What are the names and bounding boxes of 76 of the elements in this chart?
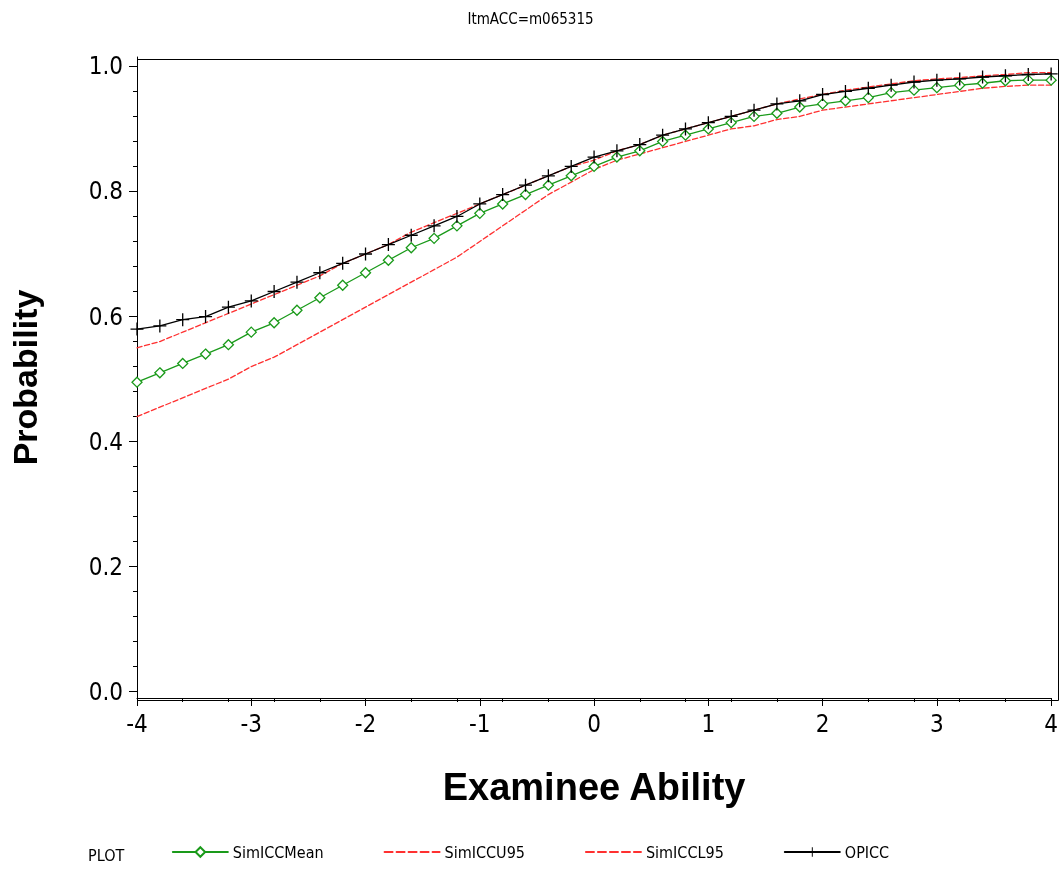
point — [884, 78, 898, 92]
point — [771, 107, 783, 119]
x-tick-label: -1 — [469, 710, 491, 738]
x-axis-title: Examinee Ability — [442, 766, 746, 808]
y-axis-title: Probability — [6, 289, 44, 466]
point — [610, 144, 624, 158]
point — [542, 179, 555, 191]
point — [290, 275, 304, 289]
legend-label: SimICCMean — [232, 842, 324, 862]
point — [382, 254, 395, 266]
x-tick-label: 0 — [587, 710, 601, 738]
x-tick-label: 3 — [930, 710, 944, 738]
point — [222, 339, 235, 351]
point — [497, 198, 509, 210]
point — [1044, 67, 1058, 81]
point — [428, 232, 440, 245]
point — [747, 103, 761, 117]
point — [450, 209, 464, 223]
point — [131, 376, 143, 388]
y-tick-label: 0.2 — [88, 552, 123, 581]
point — [976, 70, 990, 84]
point — [679, 129, 692, 141]
point — [337, 279, 349, 291]
point — [770, 97, 784, 111]
legend-title: PLOT — [88, 845, 125, 865]
x-tick-label: 2 — [815, 710, 830, 738]
point — [930, 73, 944, 87]
point — [451, 220, 463, 232]
chart-title: ItmACC=m065315 — [467, 9, 594, 28]
point — [267, 285, 281, 299]
x-tick-label: -3 — [240, 710, 263, 738]
x-tick-label: 4 — [1044, 710, 1058, 738]
point — [199, 348, 212, 360]
point — [130, 322, 144, 336]
point — [359, 267, 372, 279]
point — [177, 357, 189, 370]
point — [245, 326, 257, 338]
y-tick-label: 1.0 — [88, 52, 123, 81]
point — [359, 247, 373, 261]
point — [427, 219, 441, 233]
point — [154, 367, 166, 379]
y-tick-label: 0.6 — [88, 302, 123, 331]
point — [794, 101, 806, 113]
y-tick-label: 0.4 — [88, 427, 123, 456]
point — [702, 123, 714, 135]
point — [474, 207, 486, 219]
point — [862, 92, 874, 104]
point — [588, 160, 600, 173]
point — [839, 95, 852, 107]
point — [885, 87, 897, 99]
point — [816, 98, 829, 110]
point — [153, 319, 167, 333]
point — [954, 79, 966, 91]
point — [907, 75, 921, 89]
x-tick-label: -4 — [126, 710, 148, 738]
point — [678, 122, 692, 136]
legend-label: SimICCL95 — [645, 842, 724, 862]
point — [405, 242, 417, 254]
point — [999, 75, 1012, 87]
legend-label: SimICCU95 — [444, 842, 525, 862]
point — [268, 317, 280, 329]
x-tick-label: -2 — [354, 710, 377, 738]
point — [953, 72, 967, 86]
point — [725, 117, 737, 129]
point — [473, 197, 487, 211]
point — [221, 300, 235, 314]
y-tick-label: 0.0 — [88, 677, 123, 706]
point — [314, 292, 326, 304]
x-tick-label: 1 — [701, 710, 716, 738]
point — [587, 150, 601, 164]
point — [565, 170, 577, 182]
legend-label: OPICC — [844, 842, 890, 862]
point — [1022, 74, 1034, 86]
point — [244, 294, 258, 308]
point — [291, 304, 303, 316]
y-tick-label: 0.8 — [88, 177, 123, 206]
